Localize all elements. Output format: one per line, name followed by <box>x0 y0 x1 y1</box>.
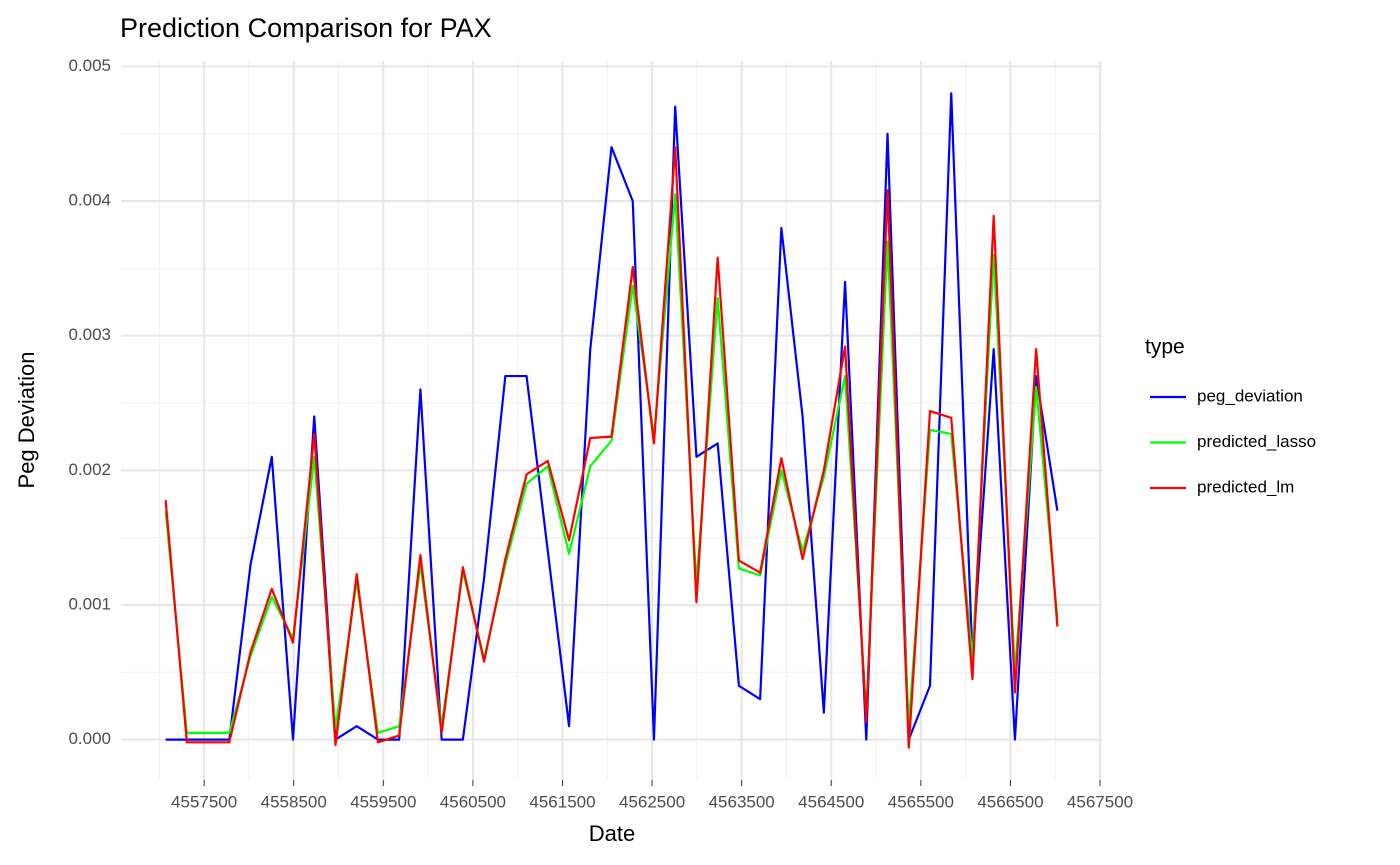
x-tick-label: 4562500 <box>619 792 685 811</box>
legend-label: peg_deviation <box>1197 386 1303 405</box>
data-line <box>164 146 1059 749</box>
x-tick-label: 4561500 <box>529 792 595 811</box>
y-tick-label: 0.005 <box>68 56 111 75</box>
data-line <box>165 92 1059 741</box>
legend-label: predicted_lm <box>1197 477 1294 496</box>
legend-label: predicted_lasso <box>1197 432 1316 451</box>
x-tick-label: 4559500 <box>350 792 416 811</box>
x-tick-label: 4560500 <box>440 792 506 811</box>
x-tick-label: 4564500 <box>798 792 864 811</box>
y-tick-label: 0.002 <box>68 460 111 479</box>
y-tick-label: 0.001 <box>68 594 111 613</box>
x-axis-title: Date <box>589 821 635 846</box>
x-tick-label: 4567500 <box>1067 792 1133 811</box>
chart-title: Prediction Comparison for PAX <box>120 13 492 43</box>
y-tick-label: 0.003 <box>68 325 111 344</box>
y-axis-title: Peg Deviation <box>14 352 39 489</box>
y-tick-label: 0.004 <box>68 191 111 210</box>
x-tick-label: 4558500 <box>261 792 327 811</box>
legend-title: type <box>1145 336 1185 359</box>
y-tick-label: 0.000 <box>68 729 111 748</box>
x-tick-label: 4563500 <box>709 792 775 811</box>
x-tick-label: 4566500 <box>977 792 1043 811</box>
x-tick-label: 4565500 <box>888 792 954 811</box>
x-tick-label: 4557500 <box>171 792 237 811</box>
